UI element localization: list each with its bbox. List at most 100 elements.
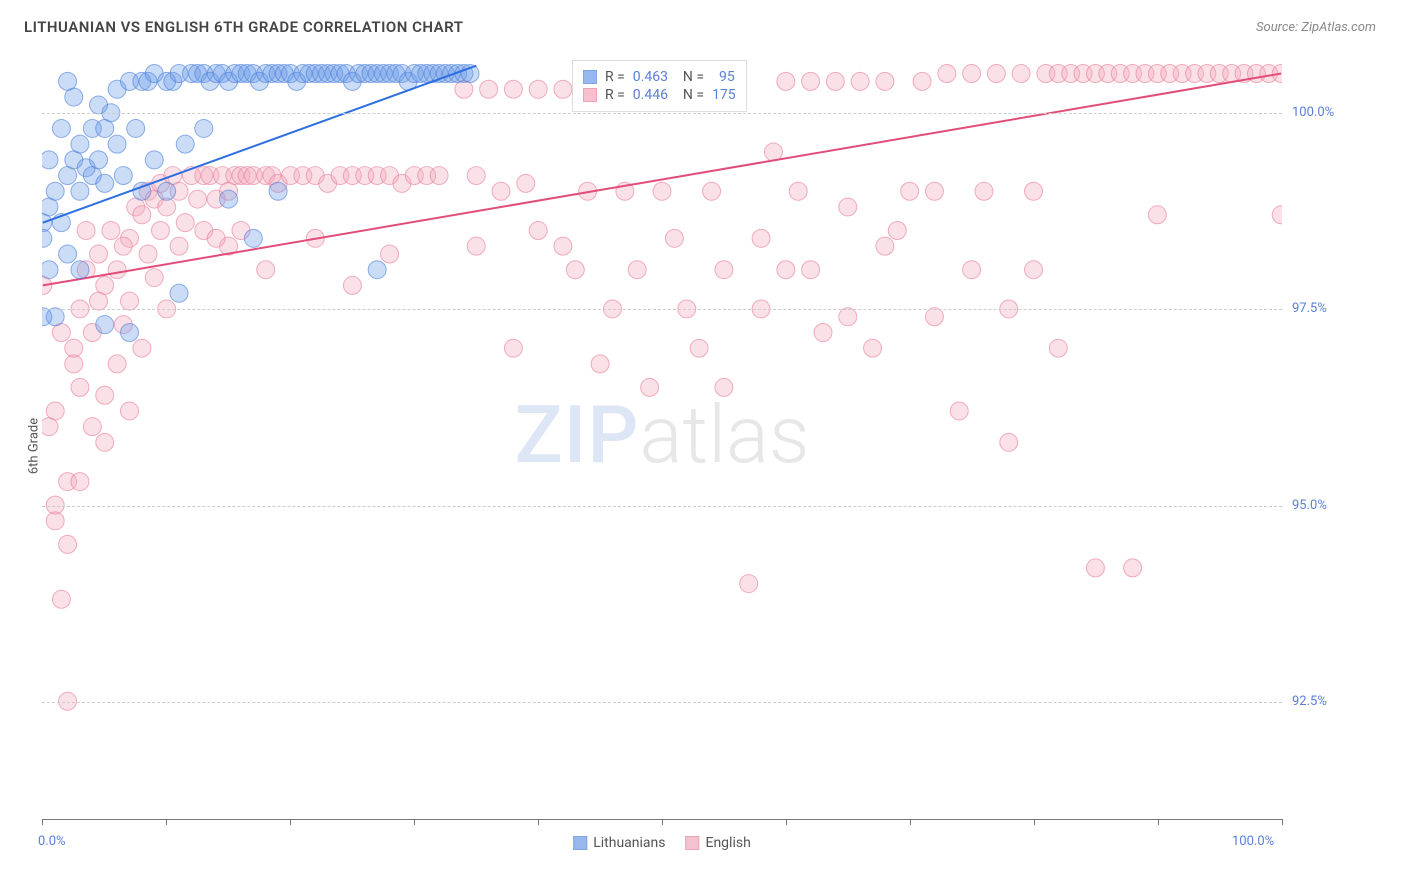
data-point: [71, 261, 89, 279]
data-point: [90, 151, 108, 169]
data-point: [467, 237, 485, 255]
data-point: [96, 316, 114, 334]
gridline: [42, 113, 1282, 114]
y-tick-label: 92.5%: [1292, 694, 1392, 709]
x-tick: [786, 819, 787, 825]
data-point: [504, 80, 522, 98]
data-point: [65, 339, 83, 357]
data-point: [90, 245, 108, 263]
data-point: [46, 512, 64, 530]
data-point: [83, 418, 101, 436]
x-tick: [1158, 819, 1159, 825]
gridline: [42, 506, 1282, 507]
legend-n-label: N =: [676, 69, 704, 85]
data-point: [170, 284, 188, 302]
data-point: [269, 182, 287, 200]
legend-n-label: N =: [676, 87, 704, 103]
x-tick: [662, 819, 663, 825]
data-point: [517, 174, 535, 192]
legend-row-2: R = 0.446 N = 175: [583, 87, 736, 103]
swatch-english-icon: [685, 836, 699, 850]
data-point: [96, 174, 114, 192]
series-legend: Lithuanians English: [573, 835, 751, 851]
data-point: [368, 261, 386, 279]
data-point: [1049, 339, 1067, 357]
data-point: [71, 182, 89, 200]
data-point: [529, 80, 547, 98]
legend-r-value-2: 0.446: [633, 87, 668, 103]
data-point: [1025, 261, 1043, 279]
data-point: [108, 355, 126, 373]
data-point: [176, 135, 194, 153]
data-point: [114, 167, 132, 185]
x-tick: [42, 819, 43, 825]
data-point: [467, 167, 485, 185]
data-point: [901, 182, 919, 200]
data-point: [628, 261, 646, 279]
data-point: [690, 339, 708, 357]
data-point: [127, 119, 145, 137]
data-point: [839, 308, 857, 326]
data-point: [158, 182, 176, 200]
data-point: [777, 72, 795, 90]
x-tick-label: 0.0%: [38, 834, 66, 849]
data-point: [777, 261, 795, 279]
data-point: [752, 229, 770, 247]
data-point: [139, 245, 157, 263]
data-point: [504, 339, 522, 357]
data-point: [566, 261, 584, 279]
legend-label-english: English: [705, 835, 750, 851]
data-point: [71, 135, 89, 153]
data-point: [554, 80, 572, 98]
data-point: [430, 167, 448, 185]
data-point: [480, 80, 498, 98]
data-point: [96, 386, 114, 404]
data-point: [789, 182, 807, 200]
data-point: [938, 65, 956, 83]
swatch-lithuanians: [583, 70, 597, 84]
data-point: [195, 119, 213, 137]
chart-container: LITHUANIAN VS ENGLISH 6TH GRADE CORRELAT…: [0, 0, 1406, 892]
data-point: [244, 229, 262, 247]
scatter-svg: [42, 50, 1282, 819]
legend-r-label: R =: [605, 87, 625, 103]
data-point: [96, 433, 114, 451]
data-point: [529, 221, 547, 239]
data-point: [114, 237, 132, 255]
data-point: [207, 229, 225, 247]
data-point: [715, 261, 733, 279]
legend-n-value-2: 175: [712, 87, 736, 103]
data-point: [52, 119, 70, 137]
legend-item-lithuanians: Lithuanians: [573, 835, 665, 851]
data-point: [1025, 182, 1043, 200]
x-tick: [414, 819, 415, 825]
x-tick-label: 100.0%: [1232, 834, 1274, 849]
data-point: [108, 261, 126, 279]
data-point: [42, 229, 52, 247]
data-point: [715, 378, 733, 396]
x-tick: [290, 819, 291, 825]
data-point: [121, 402, 139, 420]
y-axis-label: 6th Grade: [27, 418, 42, 474]
data-point: [145, 269, 163, 287]
data-point: [77, 221, 95, 239]
data-point: [851, 72, 869, 90]
data-point: [764, 143, 782, 161]
data-point: [52, 590, 70, 608]
data-point: [1086, 559, 1104, 577]
data-point: [133, 206, 151, 224]
data-point: [42, 151, 58, 169]
data-point: [876, 72, 894, 90]
data-point: [257, 261, 275, 279]
y-tick-label: 95.0%: [1292, 498, 1392, 513]
legend-r-value-1: 0.463: [633, 69, 668, 85]
legend-r-label: R =: [605, 69, 625, 85]
gridline: [42, 309, 1282, 310]
correlation-legend: R = 0.463 N = 95 R = 0.446 N = 175: [572, 60, 747, 112]
legend-item-english: English: [685, 835, 750, 851]
legend-row-1: R = 0.463 N = 95: [583, 69, 736, 85]
data-point: [814, 324, 832, 342]
x-tick: [910, 819, 911, 825]
data-point: [703, 182, 721, 200]
data-point: [189, 190, 207, 208]
